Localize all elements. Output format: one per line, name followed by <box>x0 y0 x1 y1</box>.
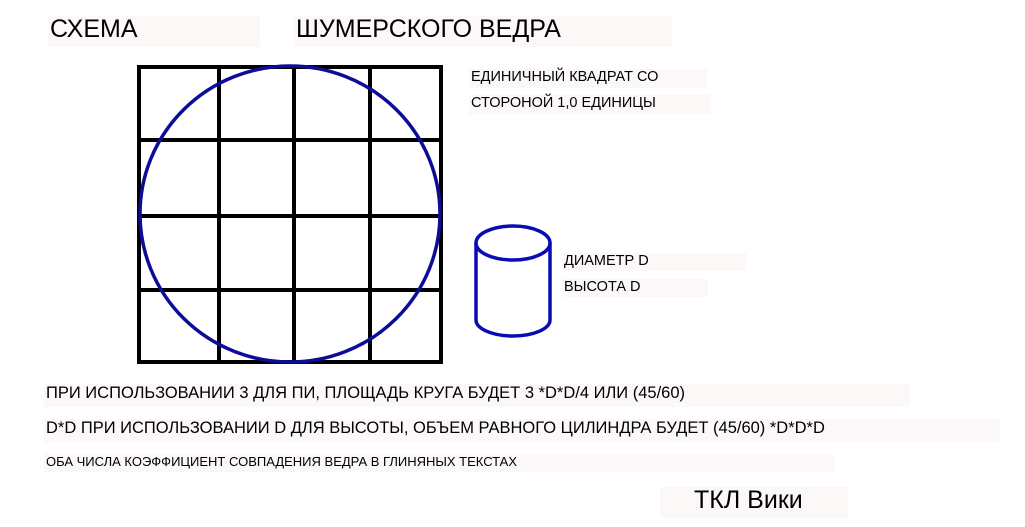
note-line1: ПРИ ИСПОЛЬЗОВАНИИ 3 ДЛЯ ПИ, ПЛОЩАДЬ КРУГ… <box>44 384 910 407</box>
title-right: ШУМЕРСКОГО ВЕДРА <box>294 16 672 47</box>
cylinder-height-label: ВЫСОТА D <box>562 279 708 297</box>
note-line2: D*D ПРИ ИСПОЛЬЗОВАНИИ D ДЛЯ ВЫСОТЫ, ОБЪЕ… <box>44 419 1000 442</box>
cylinder-top <box>474 224 552 262</box>
cylinder-diameter-label: ДИАМЕТР D <box>562 253 746 271</box>
signature: ТКЛ Вики <box>660 487 848 518</box>
circle <box>138 64 442 364</box>
note-line3: ОБА ЧИСЛА КОЭФФИЦИЕНТ СОВПАДЕНИЯ ВЕДРА В… <box>44 454 834 472</box>
unit-square-line2: СТОРОНОЙ 1,0 ЕДИНИЦЫ <box>469 95 711 114</box>
cylinder <box>474 224 552 338</box>
cylinder-bottom <box>474 319 552 338</box>
unit-square-line1: ЕДИНИЧНЫЙ КВАДРАТ СО <box>469 69 707 88</box>
title-left: СХЕМА <box>48 16 260 47</box>
